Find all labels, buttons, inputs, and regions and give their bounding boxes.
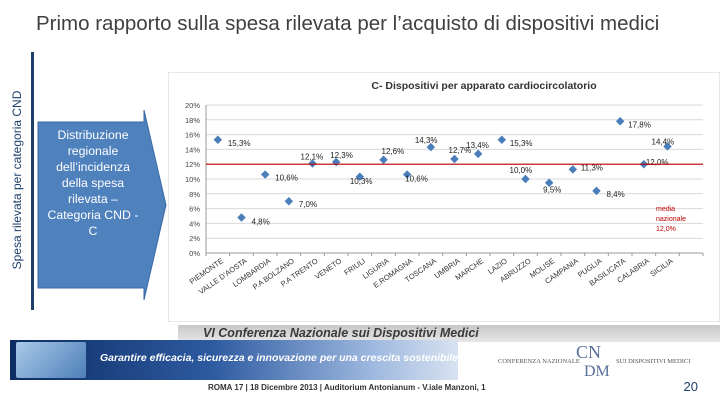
y-tick-label: 6% bbox=[189, 205, 200, 214]
logo-mark-bottom: DM bbox=[584, 363, 610, 380]
y-tick-label: 18% bbox=[185, 116, 200, 125]
data-label: 12,0% bbox=[646, 158, 669, 167]
callout-arrow bbox=[37, 110, 167, 300]
event-date: ROMA 17 | 18 Dicembre 2013 | Auditorium … bbox=[208, 383, 486, 392]
y-tick-label: 8% bbox=[189, 190, 200, 199]
data-label: 17,8% bbox=[628, 120, 651, 129]
data-label: 13,4% bbox=[466, 141, 489, 150]
data-point bbox=[568, 165, 578, 174]
page-title: Primo rapporto sulla spesa rilevata per … bbox=[36, 12, 660, 35]
data-point bbox=[473, 149, 483, 159]
average-label: media bbox=[656, 206, 675, 213]
data-point bbox=[544, 178, 554, 187]
average-label: 12,0% bbox=[656, 226, 676, 233]
y-tick-label: 0% bbox=[189, 249, 200, 258]
data-label: 8,4% bbox=[607, 190, 625, 199]
data-label: 10,6% bbox=[405, 175, 428, 184]
data-point bbox=[426, 142, 436, 152]
data-point bbox=[308, 159, 317, 168]
y-tick-label: 12% bbox=[185, 160, 200, 169]
footer-banner: VI Conferenza Nazionale sui Dispositivi … bbox=[0, 322, 720, 405]
data-label: 15,3% bbox=[228, 139, 251, 148]
data-label: 14,4% bbox=[652, 137, 675, 146]
data-point bbox=[379, 155, 388, 165]
logo-right-text: SUI DISPOSITIVI MEDICI bbox=[616, 358, 690, 365]
callout-text: Distribuzione regionale dell’incidenza d… bbox=[47, 128, 139, 238]
y-tick-label: 4% bbox=[189, 219, 200, 228]
y-tick-label: 2% bbox=[189, 234, 200, 243]
logo-mark-top: CN bbox=[576, 342, 601, 362]
data-label: 11,3% bbox=[581, 163, 603, 172]
conference-bar: VI Conferenza Nazionale sui Dispositivi … bbox=[178, 325, 720, 342]
conference-logo: CONFERENZA NAZIONALE CN DM SUI DISPOSITI… bbox=[498, 342, 690, 380]
banner-photo bbox=[16, 342, 86, 378]
data-point bbox=[615, 117, 625, 126]
side-label: Spesa rilevata per categoria CND bbox=[3, 51, 29, 309]
data-label: 12,1% bbox=[301, 152, 324, 161]
page-number: 20 bbox=[683, 379, 698, 394]
chart-title: C- Dispositivi per apparato cardiocircol… bbox=[371, 80, 596, 92]
y-tick-label: 10% bbox=[185, 175, 200, 184]
side-label-text: Spesa rilevata per categoria CND bbox=[10, 90, 24, 269]
side-divider bbox=[31, 52, 34, 310]
data-label: 10,0% bbox=[510, 166, 533, 175]
scatter-chart: C- Dispositivi per apparato cardiocircol… bbox=[168, 72, 720, 322]
data-label: 7,0% bbox=[299, 200, 317, 209]
data-point bbox=[237, 213, 246, 222]
data-point bbox=[355, 172, 365, 182]
tagline-text: Garantire efficacia, sicurezza e innovaz… bbox=[100, 352, 459, 364]
chart-frame bbox=[168, 72, 720, 322]
data-label: 4,8% bbox=[252, 217, 270, 226]
data-label: 15,3% bbox=[510, 139, 533, 148]
data-label: 12,6% bbox=[382, 147, 405, 156]
tagline-banner: Garantire efficacia, sicurezza e innovaz… bbox=[10, 340, 458, 380]
data-label: 9,5% bbox=[543, 186, 561, 195]
data-label: 14,3% bbox=[415, 136, 438, 145]
average-label: nazionale bbox=[656, 216, 686, 223]
y-tick-label: 16% bbox=[185, 131, 200, 140]
data-label: 10,3% bbox=[350, 177, 373, 186]
y-tick-label: 14% bbox=[185, 145, 200, 154]
data-label: 12,7% bbox=[449, 146, 472, 155]
data-point bbox=[402, 170, 412, 179]
conference-title: VI Conferenza Nazionale sui Dispositivi … bbox=[203, 326, 479, 340]
data-label: 10,6% bbox=[275, 174, 298, 183]
logo-left-text: CONFERENZA NAZIONALE bbox=[498, 358, 580, 365]
data-point bbox=[497, 135, 507, 145]
data-point bbox=[450, 154, 459, 164]
data-label: 12,3% bbox=[330, 151, 353, 160]
y-tick-label: 20% bbox=[185, 101, 200, 110]
